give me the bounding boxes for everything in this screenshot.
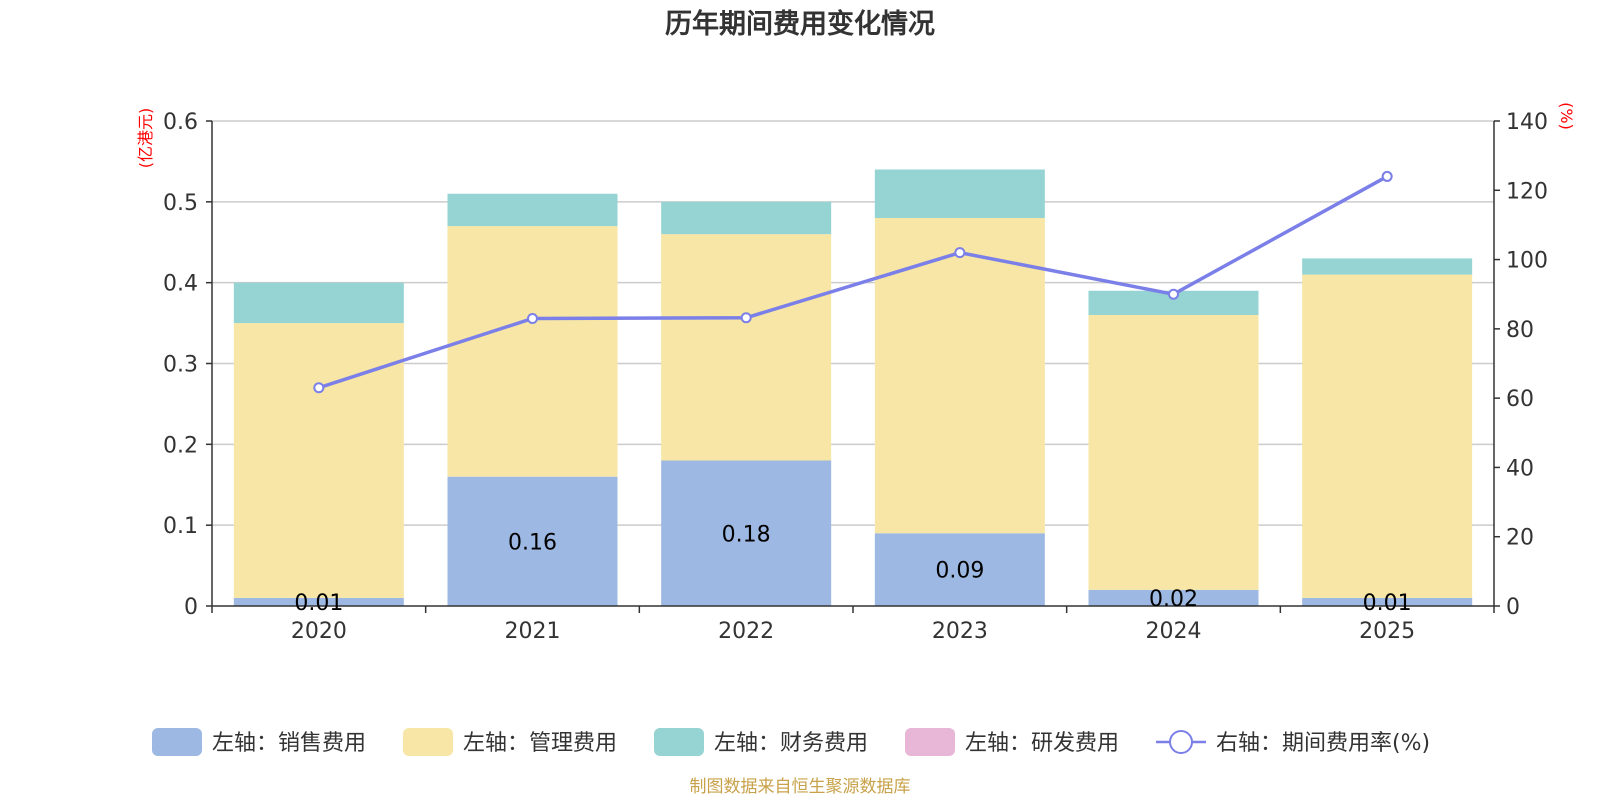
legend: 左轴：销售费用 左轴：管理费用 左轴：财务费用 左轴：研发费用 右轴：期间费用率(%) (152, 728, 1430, 756)
right-tick-label: 120 (1506, 179, 1548, 204)
chart-title: 历年期间费用变化情况 (665, 8, 935, 40)
left-tick-label: 0.1 (163, 514, 198, 539)
left-tick-label: 0.3 (163, 353, 198, 378)
left-tick-label: 0.6 (163, 110, 198, 135)
bar-segment (233, 597, 404, 606)
right-tick-label: 40 (1506, 456, 1534, 481)
bar-segment (661, 234, 832, 461)
bar-value-label: 0.01 (294, 591, 343, 616)
rate-line-point (740, 312, 752, 324)
axes: 0 0.1 0.2 0.3 0.4 0.5 0.6 0 20 40 60 80 100 120 140 202… (163, 110, 1548, 644)
right-tick-label: 140 (1506, 110, 1548, 135)
bar-segment (1302, 274, 1473, 598)
rate-line-path (318, 174, 1389, 390)
right-tick-label: 100 (1506, 249, 1548, 274)
source-note: 制图数据来自恒生聚源数据库 (690, 777, 911, 797)
bar-segment (233, 323, 404, 598)
rate-line-point (313, 382, 325, 394)
legend-swatch (905, 728, 955, 756)
bar-value-label: 0.01 (1363, 591, 1412, 616)
legend-line-marker (1169, 730, 1193, 754)
gridlines (212, 120, 1494, 526)
bar-segment (447, 226, 618, 477)
bar-segment (874, 533, 1045, 606)
bar-labels: 0.01 0.16 0.18 0.09 0.02 0.01 (294, 522, 1411, 616)
x-tick-label: 2020 (291, 619, 347, 644)
bar-value-label: 0.18 (722, 522, 771, 547)
left-tick-label: 0.5 (163, 191, 198, 216)
bar-segment (447, 476, 618, 606)
rate-line-point (1381, 170, 1393, 182)
right-tick-label: 20 (1506, 526, 1534, 551)
left-tick-label: 0 (184, 595, 198, 620)
right-axis-unit: (%) (1557, 102, 1576, 130)
bar-value-label: 0.02 (1149, 587, 1198, 612)
bar-segment (1088, 589, 1259, 606)
bar-segment (661, 460, 832, 606)
bar-segment (1302, 597, 1473, 606)
bar-segment (874, 169, 1045, 218)
left-tick-label: 0.4 (163, 272, 198, 297)
legend-label: 左轴：管理费用 (463, 731, 617, 756)
legend-swatch (152, 728, 202, 756)
bar-value-label: 0.09 (935, 559, 984, 584)
x-tick-label: 2024 (1146, 619, 1202, 644)
x-tick-label: 2023 (932, 619, 988, 644)
rate-line-point (954, 247, 966, 259)
right-tick-label: 0 (1506, 595, 1520, 620)
right-tick-label: 60 (1506, 387, 1534, 412)
bar-segment (661, 201, 832, 235)
legend-swatch (654, 728, 704, 756)
bar-segment (447, 193, 618, 227)
bar-segment (233, 282, 404, 324)
legend-label: 右轴：期间费用率(%) (1216, 731, 1430, 756)
legend-swatch (403, 728, 453, 756)
legend-label: 左轴：销售费用 (212, 731, 366, 756)
rate-line-point (1168, 288, 1179, 300)
bar-segment (1088, 315, 1259, 590)
bar-segment (1302, 258, 1473, 275)
legend-label: 左轴：研发费用 (965, 731, 1119, 756)
x-tick-label: 2022 (718, 619, 774, 644)
rate-line-point (527, 312, 538, 324)
rate-line (313, 170, 1393, 394)
bars (233, 169, 1473, 606)
bar-value-label: 0.16 (508, 530, 557, 555)
right-tick-label: 80 (1506, 318, 1534, 343)
legend-label: 左轴：财务费用 (714, 731, 868, 756)
x-tick-label: 2021 (505, 619, 561, 644)
x-tick-label: 2025 (1359, 619, 1415, 644)
left-axis-unit: (亿港元) (136, 108, 155, 169)
left-tick-label: 0.2 (163, 433, 198, 458)
